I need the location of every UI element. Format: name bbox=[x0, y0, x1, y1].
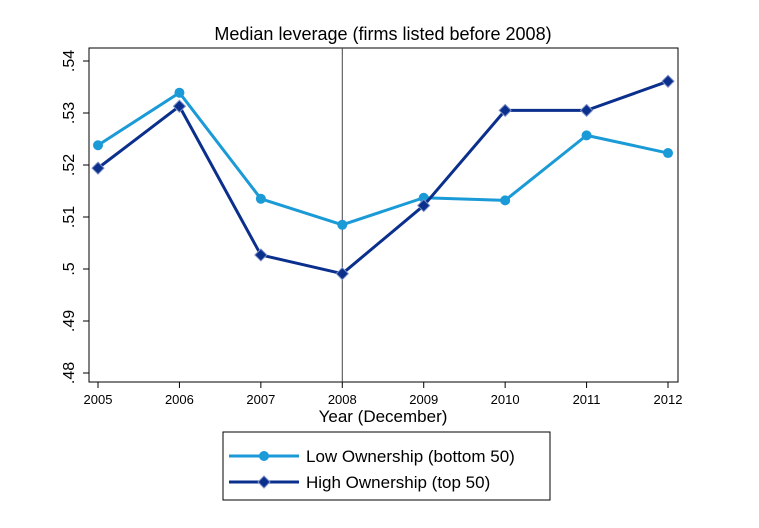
data-point bbox=[93, 140, 103, 151]
legend-label-1: High Ownership (top 50) bbox=[306, 473, 490, 492]
x-axis: 2005 2006 2007 2008 2009 2010 2011 2012 bbox=[84, 382, 683, 407]
series-line-0 bbox=[97, 91, 669, 227]
y-tick-label: .52 bbox=[61, 154, 78, 176]
x-tick-label: 2006 bbox=[165, 392, 194, 407]
data-point bbox=[335, 266, 349, 281]
legend-box bbox=[222, 431, 551, 501]
data-point bbox=[91, 161, 105, 175]
data-point bbox=[500, 195, 511, 206]
x-tick-label: 2005 bbox=[84, 392, 113, 407]
legend-marker-0 bbox=[259, 451, 269, 461]
legend-marker-1 bbox=[257, 475, 271, 489]
series-1 bbox=[91, 74, 675, 281]
data-point bbox=[498, 103, 512, 118]
x-tick-label: 2009 bbox=[409, 392, 438, 407]
y-tick-label: .53 bbox=[61, 102, 78, 124]
legend: Low Ownership (bottom 50) High Ownership … bbox=[222, 431, 551, 501]
data-point bbox=[172, 99, 187, 113]
series-line-1 bbox=[97, 79, 669, 276]
y-tick-label: .49 bbox=[61, 310, 78, 332]
series-0 bbox=[93, 87, 673, 230]
x-tick-label: 2007 bbox=[246, 392, 275, 407]
chart-title: Median leverage (firms listed before 200… bbox=[214, 24, 551, 44]
y-tick-label: .48 bbox=[61, 362, 78, 384]
data-point bbox=[255, 193, 266, 204]
series-group bbox=[91, 74, 675, 281]
y-tick-label: .54 bbox=[61, 50, 78, 72]
x-tick-label: 2011 bbox=[573, 392, 601, 407]
data-point bbox=[663, 148, 673, 159]
data-point bbox=[581, 130, 592, 141]
data-point bbox=[417, 198, 431, 213]
plot-area-frame bbox=[88, 47, 679, 383]
data-point bbox=[174, 87, 185, 98]
data-point bbox=[418, 192, 429, 203]
data-point bbox=[337, 219, 348, 230]
data-point bbox=[661, 74, 675, 88]
x-axis-label: Year (December) bbox=[319, 407, 448, 426]
data-point bbox=[579, 103, 594, 118]
y-tick-label: .5 bbox=[61, 262, 78, 275]
y-axis: .48 .49 .5 .51 .52 .53 .54 bbox=[61, 50, 89, 384]
data-point bbox=[254, 248, 268, 262]
x-tick-label: 2008 bbox=[328, 392, 357, 407]
y-tick-label: .51 bbox=[61, 206, 78, 228]
x-tick-label: 2012 bbox=[654, 392, 683, 407]
x-tick-label: 2010 bbox=[491, 392, 520, 407]
legend-label-0: Low Ownership (bottom 50) bbox=[306, 447, 515, 466]
